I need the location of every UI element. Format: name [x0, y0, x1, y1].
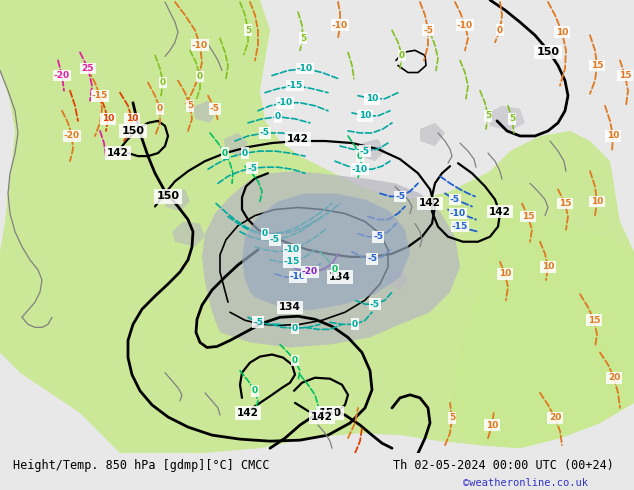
Polygon shape	[242, 194, 410, 310]
Text: -5: -5	[367, 254, 377, 263]
Text: -5: -5	[373, 232, 383, 241]
Text: 0: 0	[222, 148, 228, 158]
Text: -5: -5	[247, 164, 257, 172]
Text: -5: -5	[370, 300, 380, 309]
Text: -10: -10	[450, 209, 466, 218]
Polygon shape	[224, 133, 248, 156]
Text: 0: 0	[262, 229, 268, 238]
Text: 15: 15	[522, 212, 534, 221]
Text: Height/Temp. 850 hPa [gdmp][°C] CMCC: Height/Temp. 850 hPa [gdmp][°C] CMCC	[13, 459, 269, 471]
Text: 5: 5	[509, 114, 515, 123]
Text: 10: 10	[556, 28, 568, 37]
Polygon shape	[488, 106, 525, 131]
Text: 20: 20	[549, 414, 561, 422]
Text: 142: 142	[419, 198, 441, 208]
Text: 142: 142	[489, 206, 511, 217]
Text: 0: 0	[357, 151, 363, 161]
Text: -5: -5	[253, 318, 263, 327]
Text: 150: 150	[536, 48, 559, 57]
Text: -5: -5	[260, 128, 270, 138]
Text: 10: 10	[366, 94, 378, 103]
Text: -10: -10	[352, 165, 368, 174]
Polygon shape	[165, 189, 190, 212]
Polygon shape	[172, 221, 205, 247]
Text: -20: -20	[54, 71, 70, 80]
Text: 10: 10	[102, 114, 114, 123]
Text: 0: 0	[292, 324, 298, 333]
Text: 10: 10	[542, 263, 554, 271]
Text: -15: -15	[92, 91, 108, 100]
Text: -10: -10	[290, 272, 306, 281]
Text: -5: -5	[270, 235, 280, 244]
Text: -10: -10	[277, 98, 293, 107]
Text: 142: 142	[237, 408, 259, 418]
Text: -10: -10	[192, 41, 208, 50]
Text: 10: 10	[126, 114, 138, 123]
Text: 0: 0	[197, 72, 203, 81]
Text: -5: -5	[210, 104, 220, 113]
Text: 5: 5	[485, 111, 491, 121]
Text: 142: 142	[311, 412, 333, 422]
Text: 0: 0	[352, 320, 358, 329]
Polygon shape	[202, 171, 460, 347]
Text: 5: 5	[245, 25, 251, 35]
Text: 10: 10	[591, 197, 603, 206]
Text: 142: 142	[287, 134, 309, 144]
Text: 150: 150	[122, 126, 145, 136]
Text: 5: 5	[300, 34, 306, 43]
Text: 142: 142	[107, 148, 129, 158]
Text: 0: 0	[399, 51, 405, 60]
Text: 5: 5	[187, 101, 193, 110]
Text: ©weatheronline.co.uk: ©weatheronline.co.uk	[463, 478, 588, 489]
Text: -5: -5	[360, 147, 370, 156]
Text: 10: 10	[499, 270, 511, 278]
Polygon shape	[360, 139, 385, 161]
Text: 0: 0	[252, 386, 258, 395]
Text: -5: -5	[395, 192, 405, 201]
Text: 0: 0	[332, 266, 338, 274]
Text: -5: -5	[423, 25, 433, 35]
Text: -15: -15	[287, 81, 303, 90]
Polygon shape	[388, 270, 408, 290]
Polygon shape	[0, 0, 634, 453]
Text: 150: 150	[157, 192, 179, 201]
Text: 15: 15	[559, 199, 571, 208]
Text: 15: 15	[588, 316, 600, 325]
Text: 25: 25	[82, 64, 94, 73]
Text: -15: -15	[452, 222, 468, 231]
Text: 15: 15	[619, 71, 631, 80]
Text: 150: 150	[318, 408, 342, 418]
Text: -20: -20	[302, 268, 318, 276]
Text: 0: 0	[275, 112, 281, 122]
Text: 134: 134	[279, 302, 301, 312]
Text: -10: -10	[297, 64, 313, 73]
Text: 10: 10	[607, 131, 619, 141]
Text: Th 02-05-2024 00:00 UTC (00+24): Th 02-05-2024 00:00 UTC (00+24)	[393, 459, 614, 471]
Text: 15: 15	[591, 61, 603, 70]
Polygon shape	[420, 123, 445, 146]
Text: -10: -10	[457, 21, 473, 30]
Text: -20: -20	[64, 131, 80, 141]
Text: 5: 5	[449, 414, 455, 422]
Text: 10: 10	[359, 111, 371, 121]
Text: 134: 134	[329, 272, 351, 282]
Text: 0: 0	[292, 356, 298, 365]
Text: -10: -10	[332, 21, 348, 30]
Text: 0: 0	[497, 25, 503, 35]
Text: -10: -10	[284, 245, 300, 254]
Text: 20: 20	[608, 373, 620, 382]
Text: -15: -15	[284, 257, 300, 267]
Text: -5: -5	[450, 195, 460, 204]
Polygon shape	[193, 101, 218, 123]
Polygon shape	[450, 192, 634, 448]
Text: 0: 0	[242, 148, 248, 158]
Text: 0: 0	[160, 78, 166, 87]
Text: 0: 0	[157, 104, 163, 113]
Text: 10: 10	[486, 420, 498, 430]
